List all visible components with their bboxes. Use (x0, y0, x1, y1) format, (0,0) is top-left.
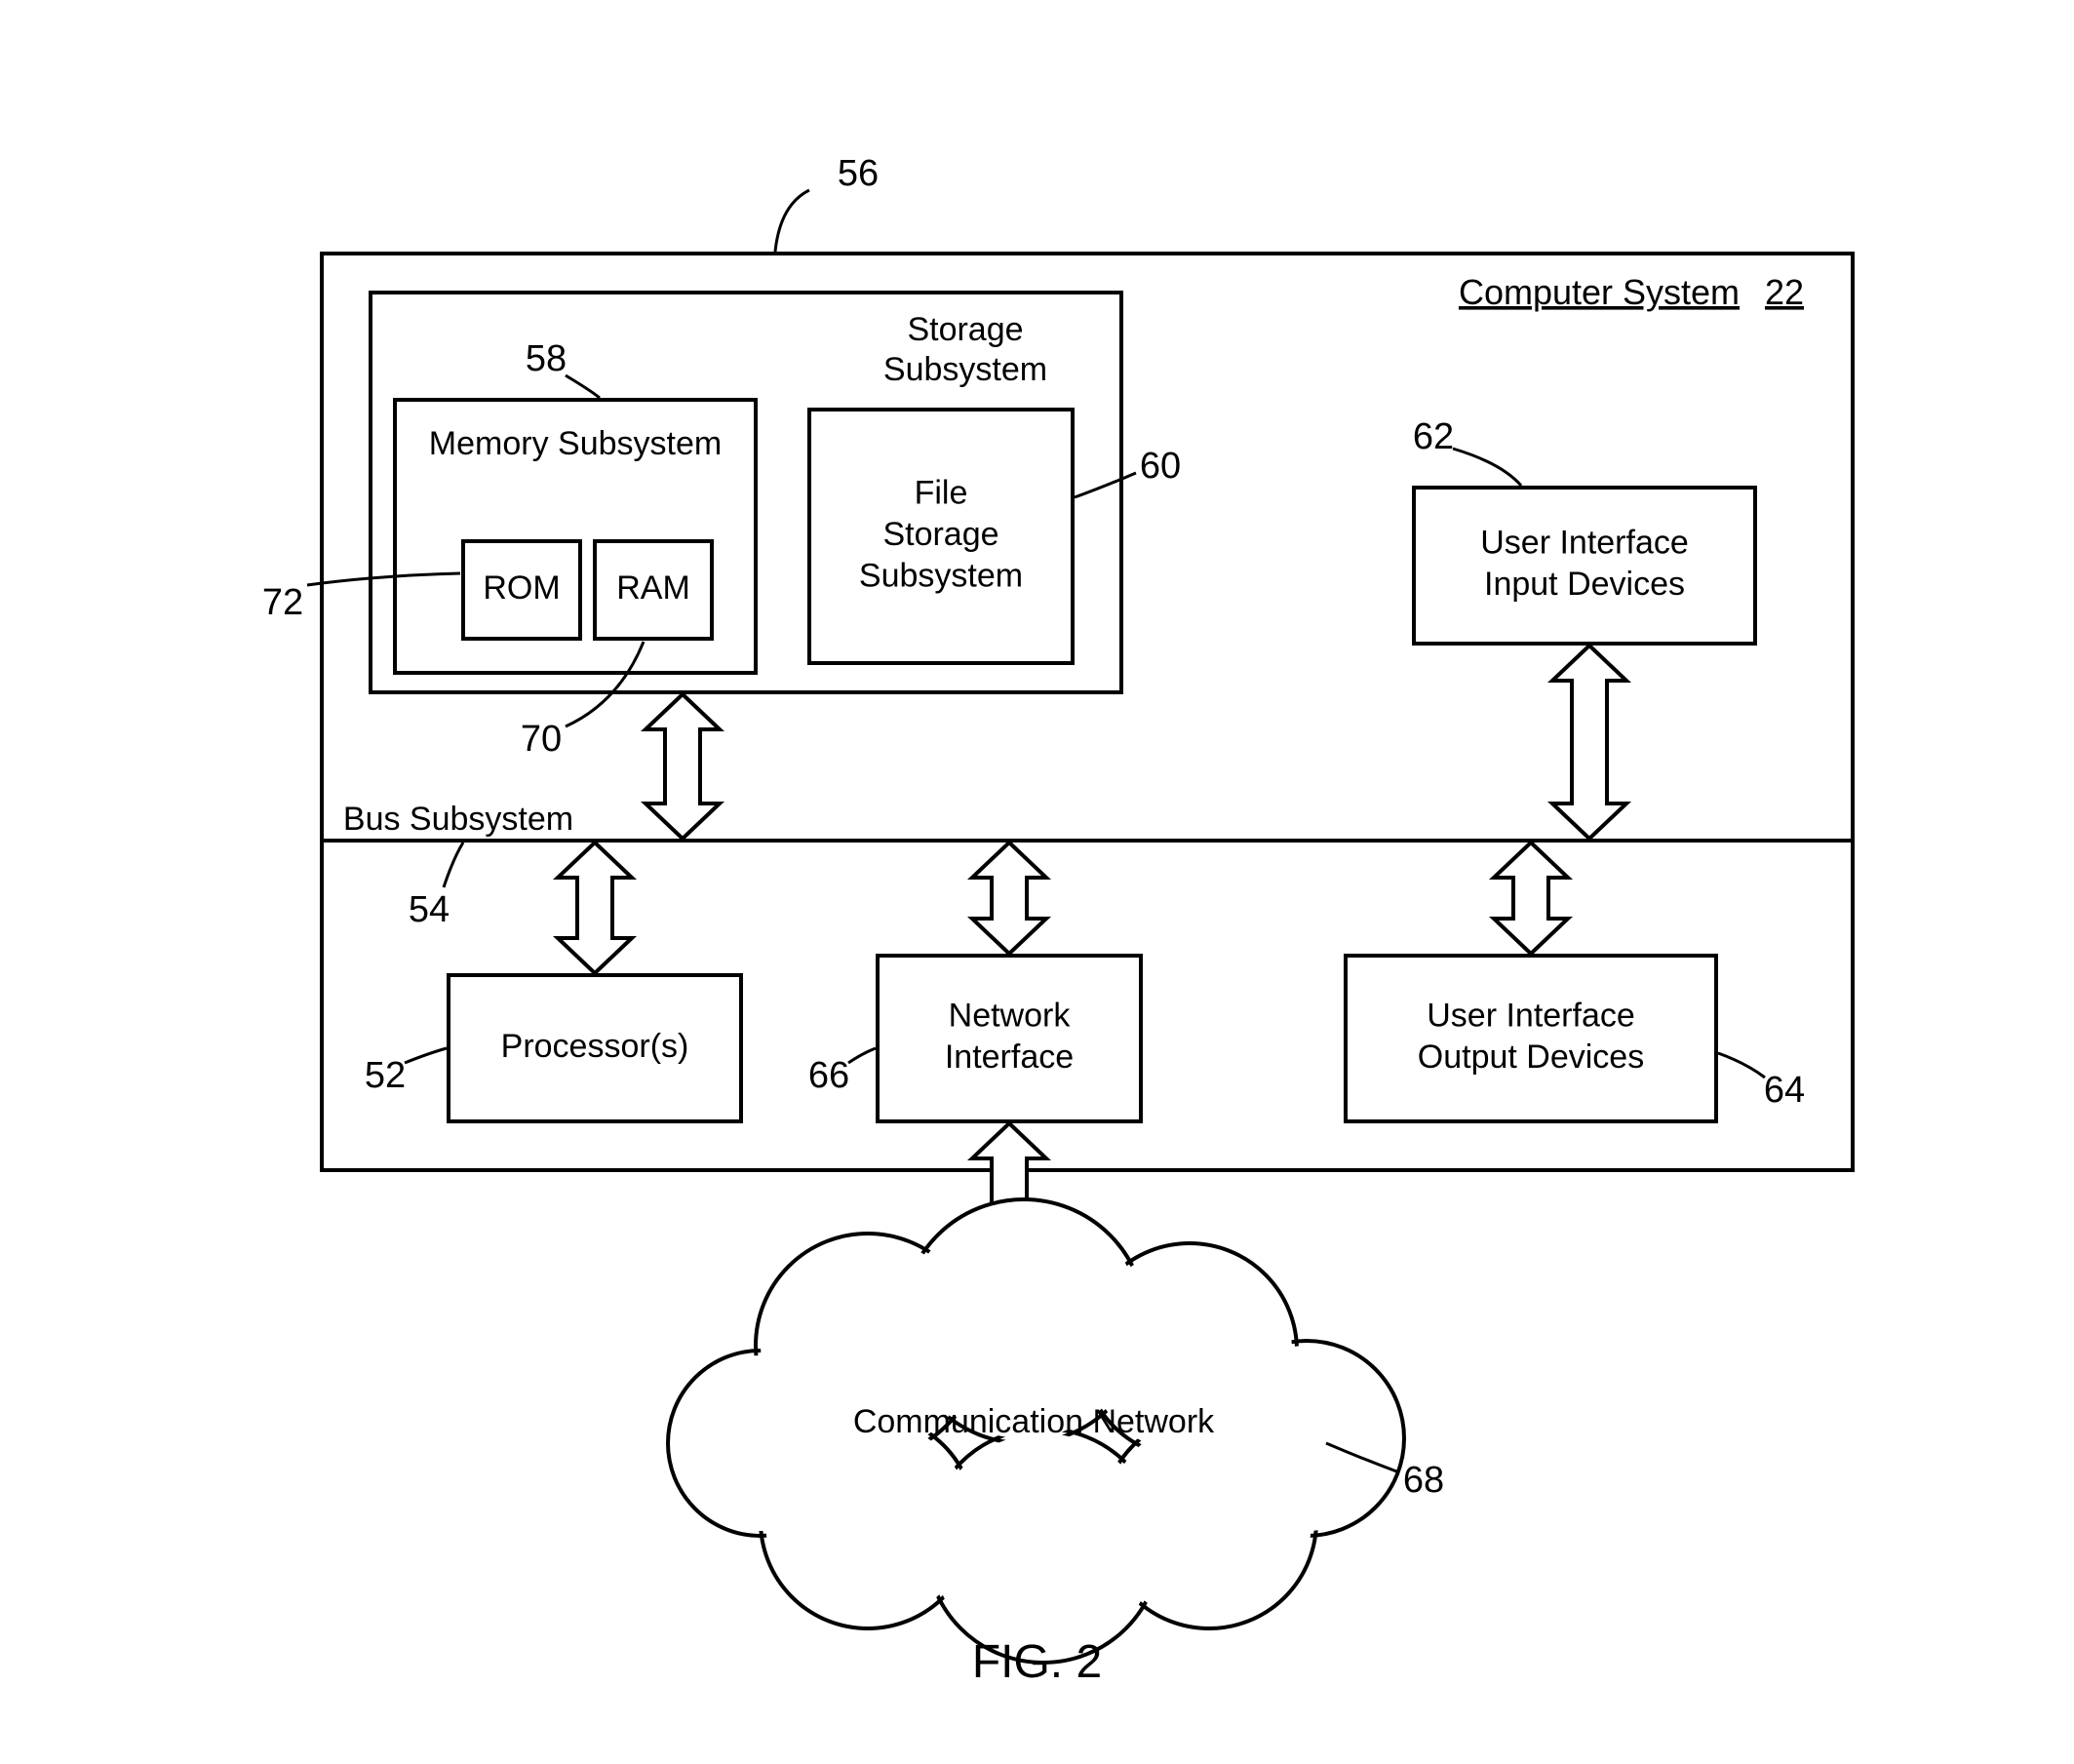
ref-52: 52 (365, 1055, 406, 1096)
double-arrow (646, 694, 720, 839)
file-storage-label: Storage (882, 516, 998, 553)
ref-64: 64 (1764, 1070, 1805, 1111)
ref-58: 58 (526, 338, 567, 379)
ref-72: 72 (262, 582, 303, 623)
lead-line (1718, 1053, 1765, 1078)
ref-70: 70 (521, 719, 562, 760)
computer-system-title: Computer System (1459, 272, 1740, 312)
file-storage-label: File (915, 474, 968, 511)
double-arrow (972, 843, 1046, 954)
storage-subsystem-label: Storage (907, 311, 1023, 348)
ref-56: 56 (838, 153, 879, 194)
ref-68: 68 (1403, 1460, 1444, 1501)
lead-line (775, 190, 809, 252)
lead-line (566, 642, 644, 726)
computer-system-ref: 22 (1765, 272, 1804, 312)
ref-54: 54 (409, 889, 450, 930)
ui-output-label: Output Devices (1418, 1039, 1644, 1076)
ref-60: 60 (1140, 446, 1181, 487)
processors-label: Processor(s) (501, 1028, 689, 1065)
lead-line (848, 1048, 876, 1063)
bus-label: Bus Subsystem (343, 801, 573, 838)
lead-line (566, 375, 600, 398)
double-arrow (1494, 843, 1568, 954)
cloud: Communication Network (668, 1199, 1404, 1663)
ui-input-label: Input Devices (1484, 566, 1685, 603)
ui-input-label: User Interface (1480, 525, 1689, 562)
double-arrow (558, 843, 632, 973)
file-storage-label: Subsystem (859, 557, 1023, 594)
lead-line (1453, 449, 1521, 486)
figure-label: FIG. 2 (972, 1636, 1102, 1688)
lead-line (405, 1048, 447, 1063)
network-interface-label: Network (949, 998, 1072, 1035)
ref-66: 66 (808, 1055, 849, 1096)
rom-label: ROM (483, 569, 560, 607)
lead-line (307, 573, 460, 585)
ram-label: RAM (616, 569, 690, 607)
memory-subsystem-label: Memory Subsystem (429, 425, 722, 462)
cloud-label: Communication Network (853, 1403, 1215, 1440)
ui-output-label: User Interface (1427, 998, 1635, 1035)
double-arrow (1552, 646, 1626, 839)
network-interface-label: Interface (945, 1039, 1074, 1076)
ref-62: 62 (1413, 416, 1454, 457)
lead-line (1075, 473, 1136, 497)
lead-line (444, 843, 463, 887)
storage-subsystem-label: Subsystem (883, 351, 1047, 388)
